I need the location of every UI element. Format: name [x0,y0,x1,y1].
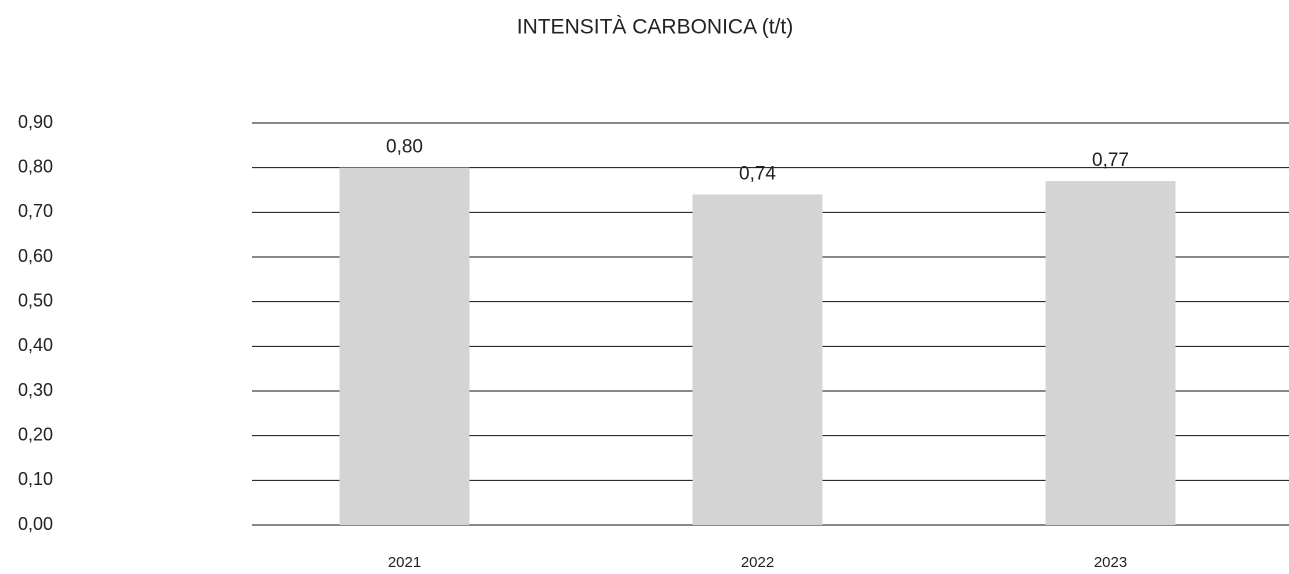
x-tick-label: 2021 [388,554,421,571]
y-tick-label: 0,30 [18,380,53,400]
y-tick-label: 0,90 [18,112,53,132]
chart-title: INTENSITÀ CARBONICA (t/t) [517,16,794,39]
data-label: 0,74 [739,163,776,184]
y-tick-label: 0,60 [18,246,53,266]
x-tick-label: 2023 [1094,554,1127,571]
data-label: 0,80 [386,137,423,158]
y-tick-label: 0,40 [18,335,53,355]
y-tick-label: 0,00 [18,514,53,534]
x-tick-label: 2022 [741,554,774,571]
y-tick-label: 0,70 [18,201,53,221]
y-tick-label: 0,10 [18,469,53,489]
bar [692,194,823,525]
y-tick-label: 0,50 [18,290,53,310]
bar [339,167,470,525]
y-tick-label: 0,80 [18,156,53,176]
bar [1045,181,1176,526]
y-tick-label: 0,20 [18,424,53,444]
data-label: 0,77 [1092,150,1129,171]
